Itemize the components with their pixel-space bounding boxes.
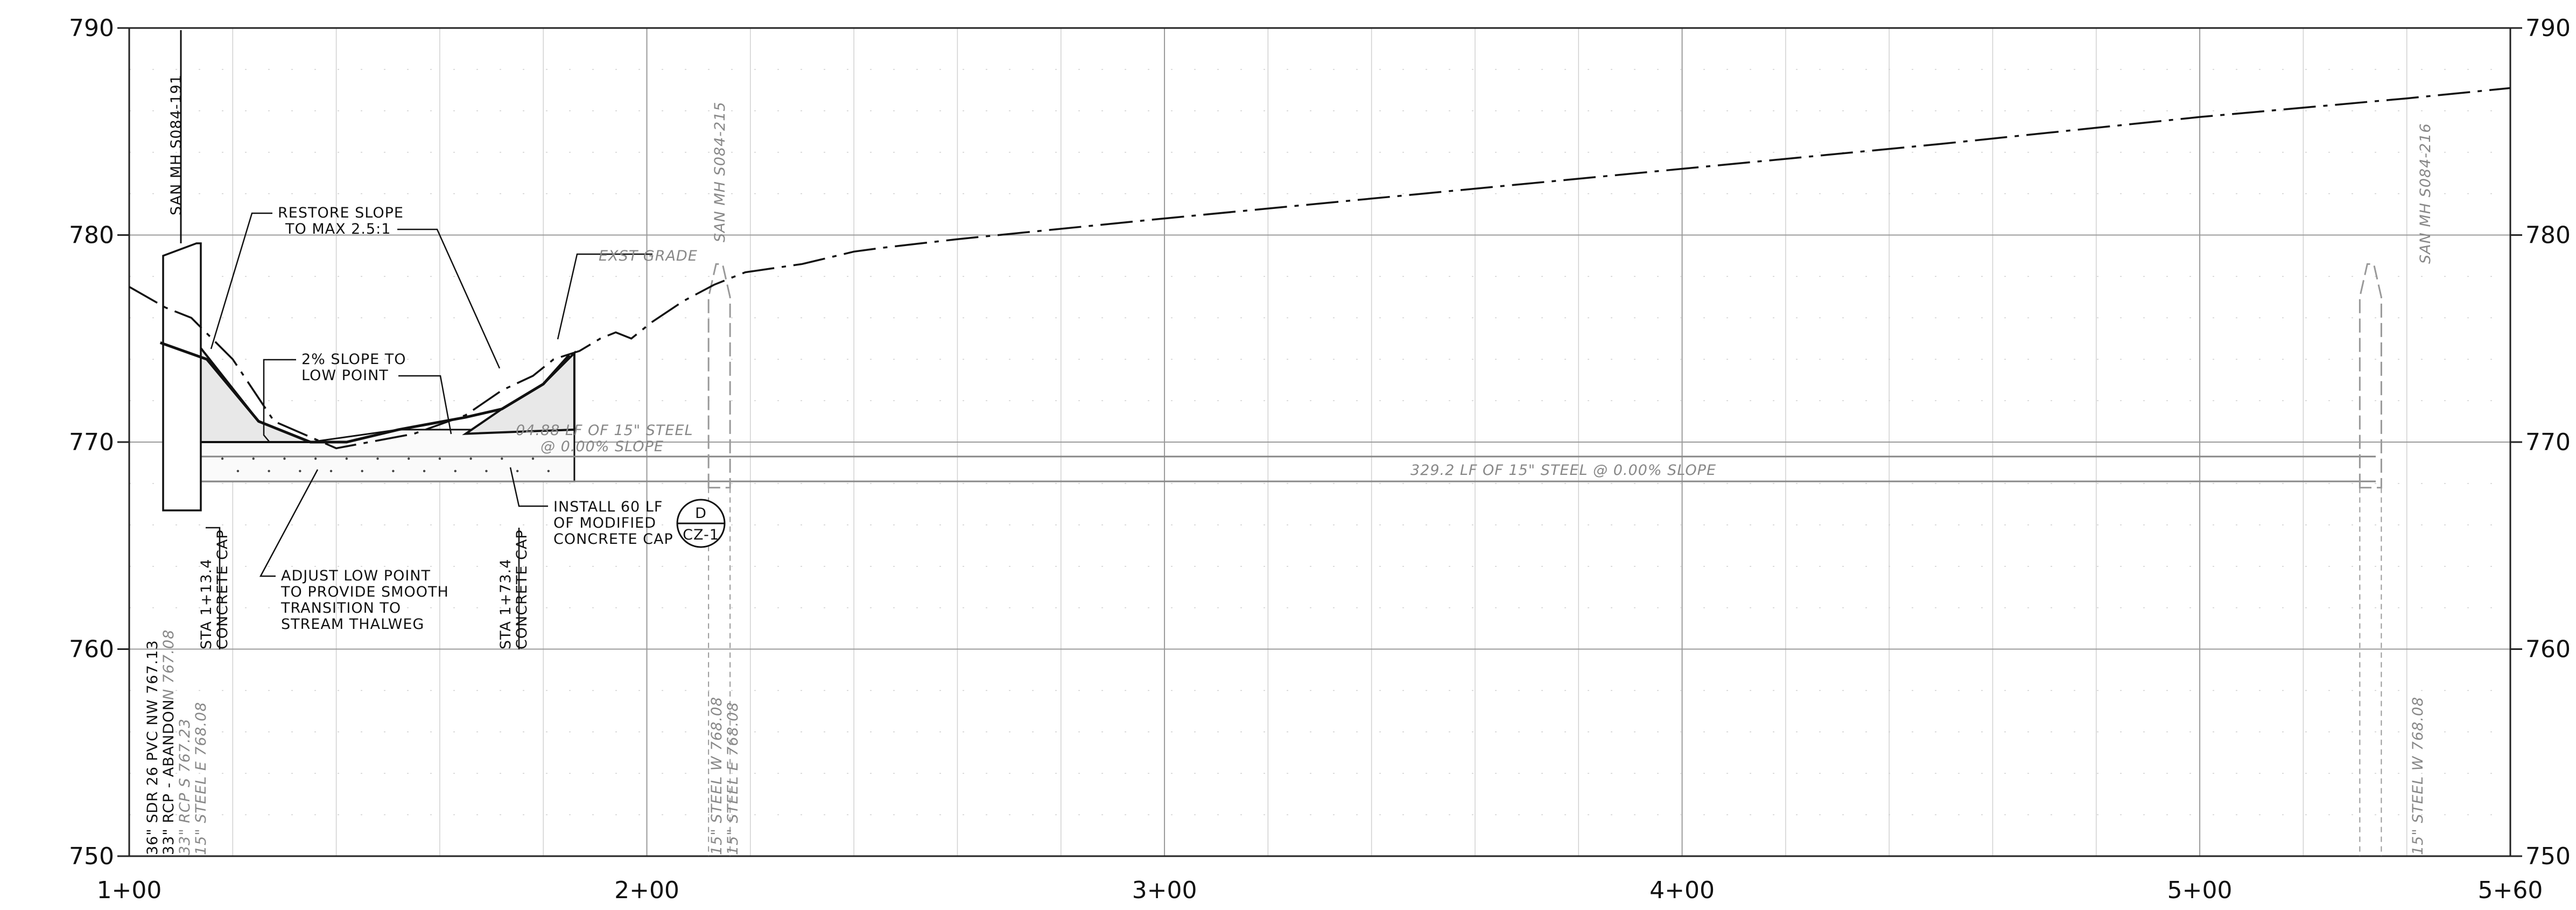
note-leaders — [206, 212, 652, 649]
note-install-cap-line2: OF MODIFIED — [553, 515, 656, 531]
leader-existing-grade — [557, 253, 652, 340]
cap-aggregate-dot — [268, 470, 270, 473]
proposed-grade-line — [159, 341, 571, 444]
cap-start-station: STA 1+13.4 — [198, 558, 215, 649]
note-restore-slope-line1: RESTORE SLOPE — [278, 205, 404, 221]
existing-grade-label: EXST GRADE — [599, 248, 698, 264]
manhole-216-label: SAN MH S084-216 — [2417, 123, 2434, 264]
cap-aggregate-dot — [423, 470, 426, 473]
cap-start-name: CONCRETE CAP — [214, 529, 231, 649]
manhole-191-body — [162, 242, 202, 512]
detail-callout-top: D — [695, 505, 707, 522]
manhole-215-label: SAN MH S084-215 — [712, 101, 728, 242]
note-install-cap-line3: CONCRETE CAP — [553, 531, 673, 548]
existing-grade-line — [129, 87, 2511, 450]
note-slope-to-low-line2: LOW POINT — [301, 367, 389, 384]
elevation-label-right: 770 — [2525, 429, 2571, 456]
manholes — [162, 30, 2382, 856]
leader-restore-slope-left — [210, 212, 272, 349]
elevation-label-right: 760 — [2525, 636, 2571, 663]
station-label: 5+00 — [2167, 877, 2233, 904]
mh191-invert-line4: 15" STEEL E 768.08 — [193, 702, 209, 855]
elevation-label-left: 770 — [69, 429, 114, 456]
mh191-invert-line2b: N 767.08 — [160, 629, 177, 700]
station-label: 3+00 — [1132, 877, 1197, 904]
pipe-15in-steel — [196, 456, 2376, 482]
mh215-invert-line2: 15" STEEL E 768.08 — [725, 702, 741, 855]
leader-restore-slope-right — [397, 228, 501, 369]
manhole-191-label: SAN MH S084-191 — [168, 74, 185, 215]
pipe-label-short-1: 04.88 LF OF 15" STEEL — [516, 422, 693, 439]
note-slope-to-low-line1: 2% SLOPE TO — [301, 351, 406, 368]
cap-aggregate-dot — [531, 457, 535, 460]
pipe-label-long: 329.2 LF OF 15" STEEL @ 0.00% SLOPE — [1410, 462, 1716, 479]
cap-aggregate-dot — [454, 470, 457, 473]
leader-install-cap — [509, 467, 548, 507]
station-label: 5+60 — [2478, 877, 2543, 904]
elevation-label-left: 780 — [69, 222, 114, 249]
leader-adjust-low-point — [259, 469, 319, 577]
pipe-label-short-2: @ 0.00% SLOPE — [541, 438, 664, 455]
cap-aggregate-dot — [236, 470, 240, 473]
cap-aggregate-dot — [485, 470, 488, 473]
note-adjust-line4: STREAM THALWEG — [281, 616, 424, 633]
leader-slope-to-low-right — [398, 375, 452, 435]
cap-aggregate-dot — [345, 457, 348, 460]
elevation-label-left: 750 — [69, 843, 114, 870]
cap-aggregate-dot — [501, 457, 503, 460]
mh191-invert-line2: 33" RCP - ABANDON — [160, 699, 177, 855]
cap-aggregate-dot — [299, 470, 301, 473]
mh216-invert-line1: 15" STEEL W 768.08 — [2410, 697, 2426, 856]
cap-aggregate-dot — [329, 470, 333, 473]
elevation-label-right: 750 — [2525, 843, 2571, 870]
elevation-label-left: 760 — [69, 636, 114, 663]
cap-aggregate-dot — [376, 457, 379, 460]
station-label: 2+00 — [614, 877, 679, 904]
elevation-label-left: 790 — [69, 15, 114, 42]
detail-callout-bottom: CZ-1 — [683, 527, 719, 543]
note-adjust-line1: ADJUST LOW POINT — [281, 568, 431, 584]
elevation-axis-left: 790 780 770 760 750 — [69, 15, 129, 870]
riprap-left — [195, 339, 311, 443]
manhole-dashed-body — [707, 263, 731, 489]
elevation-axis-right: 790 780 770 760 750 — [2510, 15, 2571, 870]
cap-end-name: CONCRETE CAP — [514, 529, 530, 649]
elevation-label-right: 780 — [2525, 222, 2571, 249]
mh215-invert-line1: 15" STEEL W 768.08 — [708, 697, 725, 856]
cap-aggregate-dot — [438, 457, 441, 460]
elevation-label-right: 790 — [2525, 15, 2571, 42]
note-adjust-line2: TO PROVIDE SMOOTH — [280, 584, 449, 600]
station-label: 1+00 — [97, 877, 162, 904]
cap-aggregate-dot — [361, 470, 363, 473]
cap-aggregate-dot — [392, 470, 395, 473]
manhole-dashed-body — [2359, 263, 2382, 489]
mh191-invert-line3: 33" RCP S 767.23 — [177, 718, 193, 855]
cap-aggregate-dot — [221, 457, 224, 460]
station-label: 4+00 — [1650, 877, 1715, 904]
detail-callout: D CZ-1 — [676, 499, 726, 548]
leader-cap-start — [206, 527, 221, 649]
cap-aggregate-dot — [408, 457, 410, 460]
note-install-cap-line1: INSTALL 60 LF — [553, 499, 663, 515]
note-restore-slope-line2: TO MAX 2.5:1 — [285, 221, 391, 237]
mh191-invert-line1: 36" SDR 26 PVC NW 767.13 — [144, 640, 161, 855]
cap-aggregate-dot — [516, 470, 519, 473]
cap-aggregate-dot — [283, 457, 286, 460]
cap-aggregate-dot — [547, 470, 550, 473]
leader-slope-to-low-left — [263, 359, 296, 442]
cap-aggregate-dot — [252, 457, 255, 460]
cap-aggregate-dot — [314, 457, 317, 460]
note-adjust-line3: TRANSITION TO — [280, 600, 401, 617]
cap-aggregate-dot — [469, 457, 472, 460]
station-axis: 1+00 2+00 3+00 4+00 5+00 5+60 — [97, 877, 2543, 904]
cap-end-station: STA 1+73.4 — [497, 558, 514, 649]
